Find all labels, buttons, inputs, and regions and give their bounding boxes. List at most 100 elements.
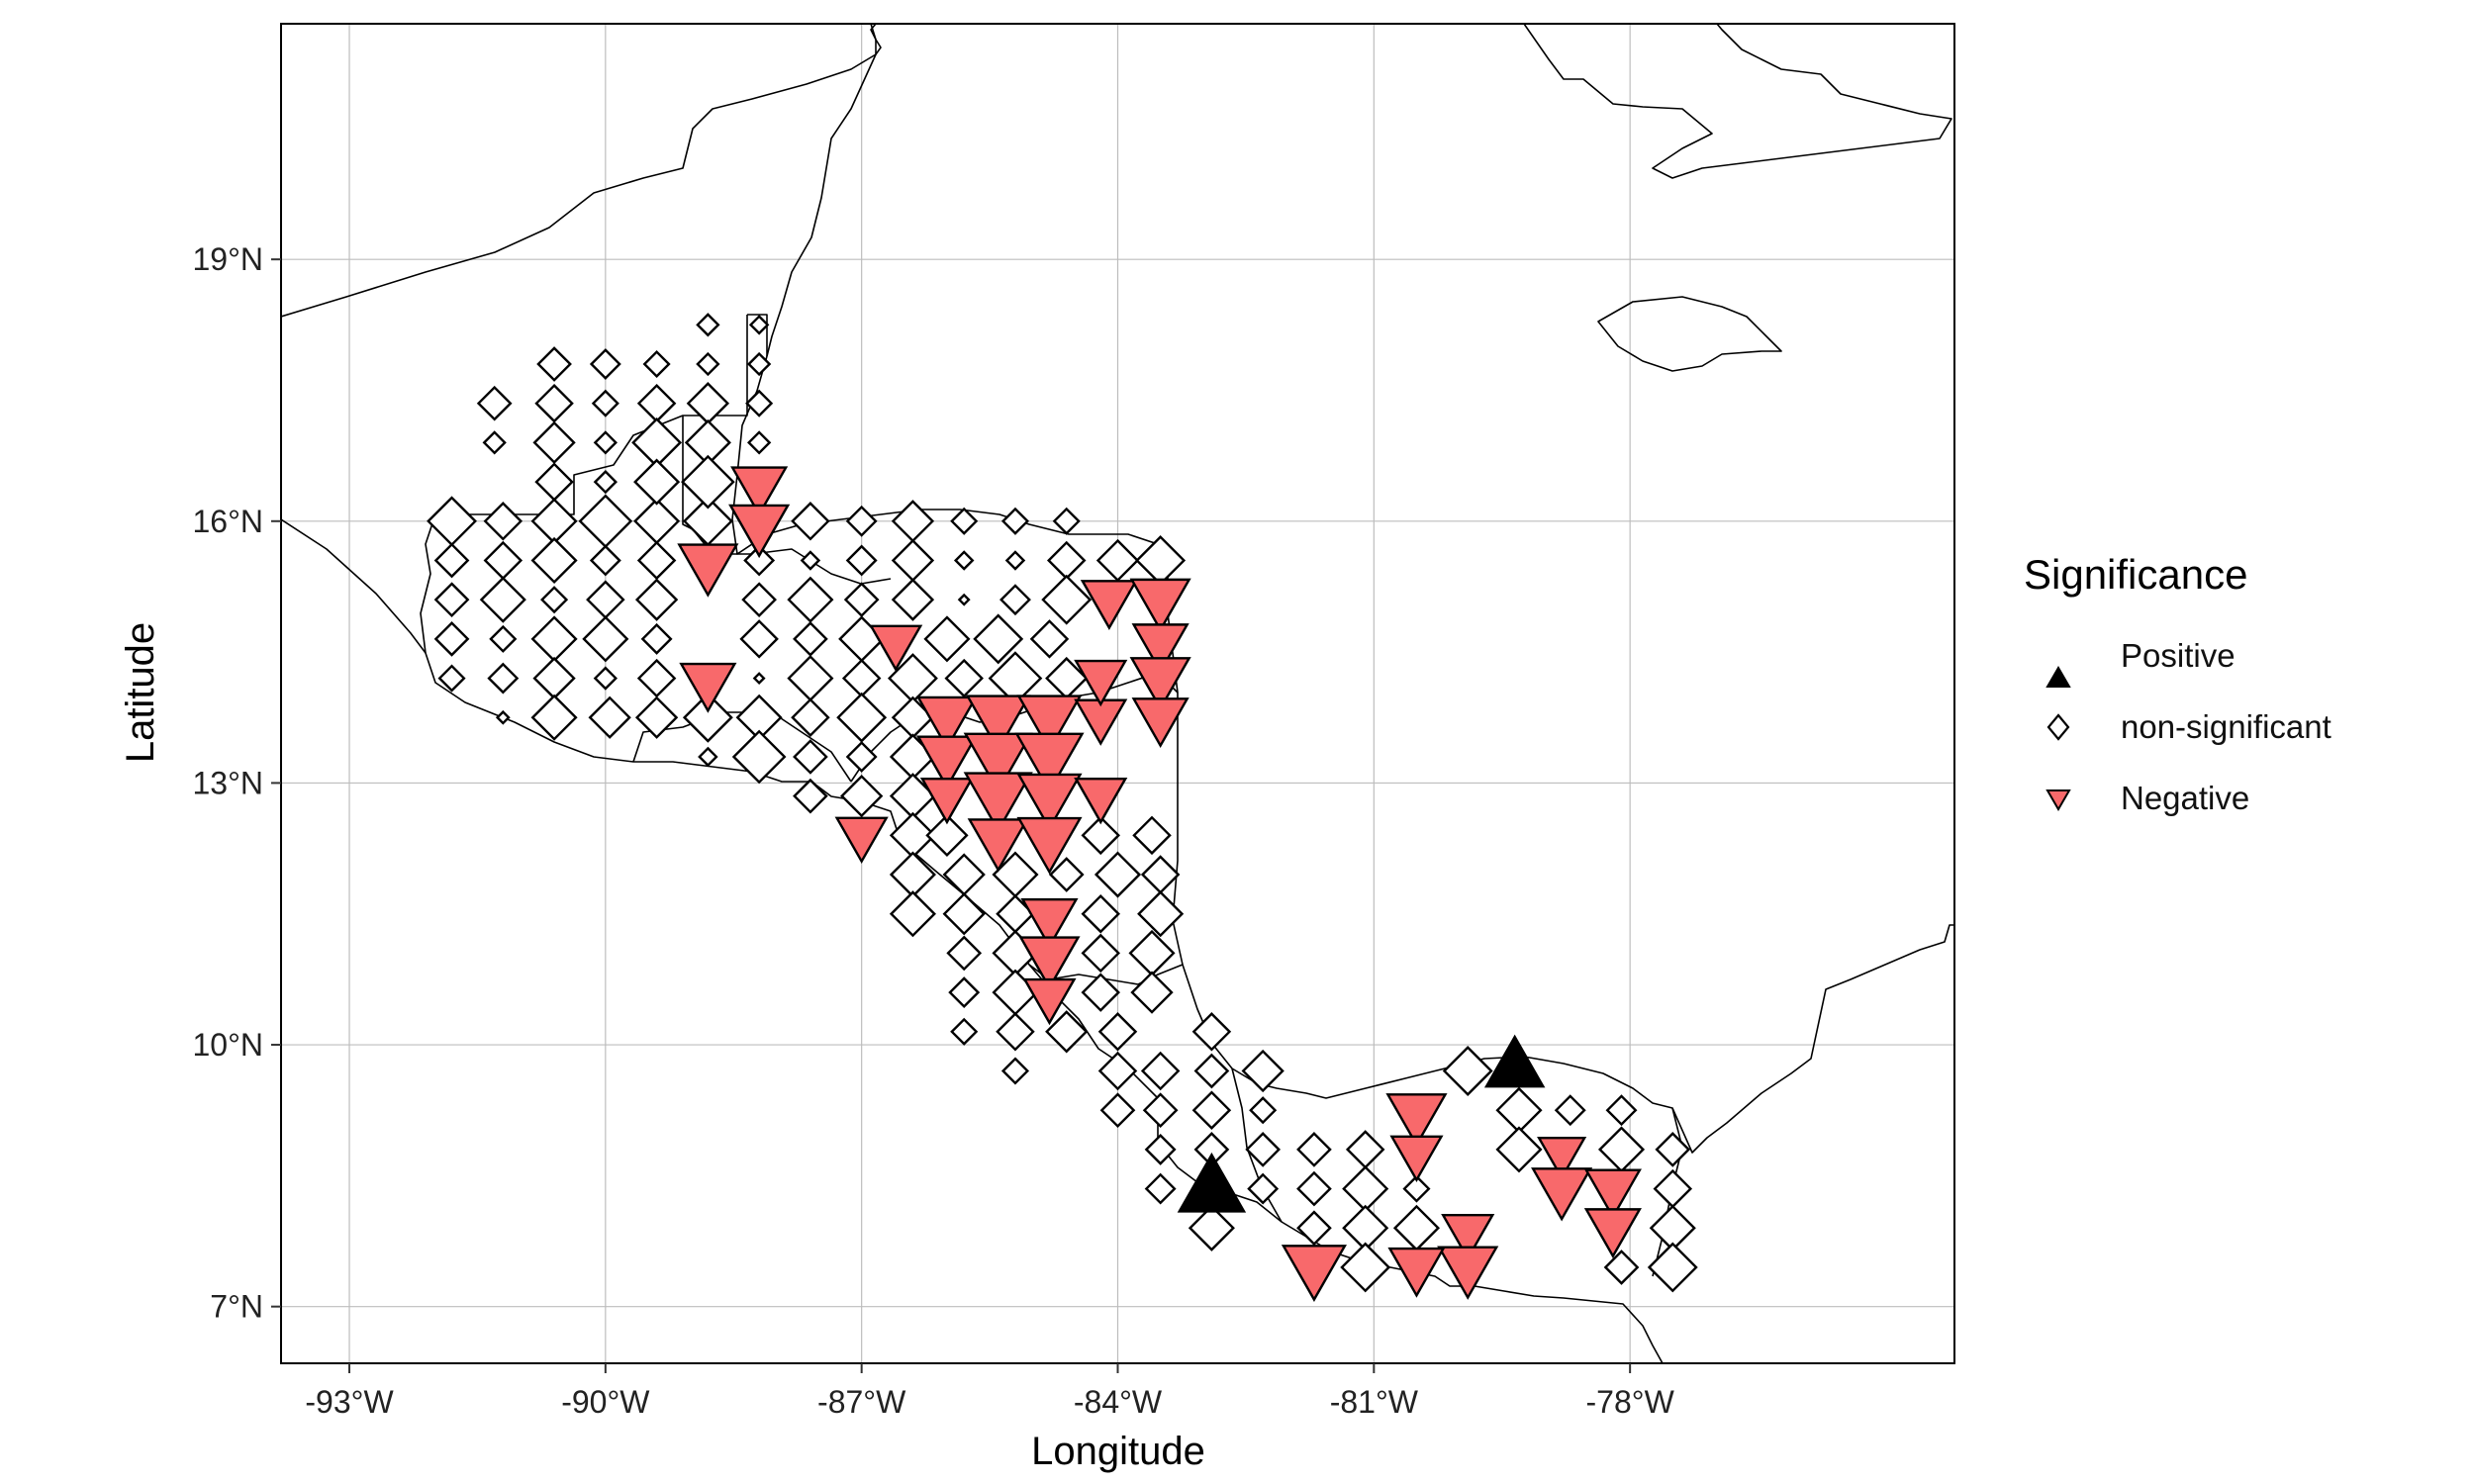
negative-point [1080, 580, 1138, 630]
negative-point [1131, 697, 1189, 749]
nonsig-point [1249, 1096, 1278, 1125]
nonsig-point [1193, 1053, 1230, 1089]
y-tick-label: 7°N [210, 1289, 263, 1325]
negative-point [919, 777, 975, 825]
nonsig-point [530, 694, 578, 741]
nonsig-point [593, 430, 618, 455]
nonsig-point [752, 672, 766, 686]
nonsig-point [1004, 550, 1026, 571]
negative-point [1022, 977, 1077, 1026]
negative-point [1016, 773, 1083, 831]
nonsig-point [483, 502, 523, 541]
nonsig-point [1296, 1132, 1332, 1167]
negative-point [1018, 936, 1081, 990]
nonsig-point [731, 729, 787, 785]
nonsig-point [589, 348, 621, 380]
nonsig-point [696, 351, 720, 377]
nonsig-point [741, 582, 777, 618]
nonsig-point [791, 697, 830, 738]
nonsig-point [946, 935, 983, 972]
nonsig-point [1137, 890, 1185, 938]
coastline-jamaica [1597, 296, 1782, 372]
nonsig-point [746, 351, 772, 377]
coastline-caribbean [731, 24, 1954, 1154]
nonsig-point [1132, 815, 1172, 856]
negative-point [1385, 1093, 1448, 1148]
nonsig-point [793, 778, 828, 814]
nonsig-point [793, 739, 828, 775]
nonsig-point [745, 389, 774, 417]
negative-point [1129, 578, 1191, 633]
nonsig-point [1144, 1133, 1177, 1165]
legend-positive-label: Positive [2121, 637, 2236, 674]
nonsig-point [682, 692, 733, 743]
negative-point [1016, 816, 1083, 875]
nonsig-point [1402, 1174, 1431, 1203]
negative-point [679, 662, 737, 713]
negative-point [915, 735, 979, 789]
nonsig-point [1000, 1057, 1030, 1085]
negative-point [677, 543, 739, 598]
nonsig-point [746, 430, 772, 455]
nonsig-point [1603, 1250, 1640, 1285]
nonsig-point [1191, 1012, 1232, 1052]
nonsig-point [536, 346, 572, 382]
x-tick-label: -84°W [1074, 1384, 1163, 1420]
negative-point [834, 816, 889, 865]
nonsig-point [891, 578, 935, 621]
y-tick-label: 16°N [193, 504, 264, 539]
nonsig-point [1245, 1132, 1282, 1167]
nonsig-point [593, 469, 618, 495]
negative-point [1387, 1247, 1446, 1298]
coastline-cuba [1523, 24, 1952, 179]
nonsig-point [633, 458, 681, 506]
nonsig-point [1296, 1210, 1332, 1247]
nonsig-point [999, 584, 1031, 616]
nonsig-point [950, 1017, 979, 1046]
nonsig-point [845, 741, 878, 773]
nonsig-point [588, 696, 631, 739]
legend-positive-icon [2046, 666, 2071, 688]
nonsig-point [925, 813, 969, 857]
nonsig-point [640, 622, 673, 655]
nonsig-point [942, 892, 986, 936]
nonsig-point [1048, 857, 1085, 892]
negative-point [915, 696, 979, 751]
nonsig-point [487, 662, 520, 695]
nonsig-point [923, 615, 971, 663]
y-axis: 7°N 10°N 13°N 16°N 19°N [193, 241, 281, 1325]
nonsig-point [479, 576, 526, 623]
data-points [427, 313, 1698, 1302]
legend-negative-label: Negative [2121, 780, 2249, 816]
nonsig-point [1605, 1094, 1638, 1127]
nonsig-point [540, 586, 569, 614]
nonsig-point [1188, 1204, 1235, 1252]
y-axis-title: Latitude [119, 622, 162, 763]
nonsig-point [1647, 1242, 1698, 1293]
nonsig-point [944, 658, 984, 698]
nonsig-point [1029, 619, 1070, 659]
negative-point [730, 466, 789, 517]
nonsig-point [1442, 1046, 1493, 1096]
negative-point [965, 695, 1031, 753]
nonsig-point [1081, 893, 1120, 934]
nonsig-point [743, 544, 776, 577]
nonsig-point [957, 593, 971, 606]
nonsig-point [476, 385, 513, 421]
negative-point [1129, 657, 1191, 711]
nonsig-point [948, 976, 981, 1009]
y-tick-label: 13°N [193, 765, 264, 800]
nonsig-point [489, 624, 518, 653]
x-tick-label: -81°W [1330, 1384, 1419, 1420]
nonsig-point [482, 430, 507, 455]
legend-nonsig-icon [2046, 713, 2070, 741]
nonsig-point [1097, 1051, 1138, 1091]
negative-point [869, 624, 923, 672]
nonsig-point [973, 613, 1024, 665]
nonsig-point [437, 664, 466, 693]
negative-point [963, 732, 1033, 794]
nonsig-point [1655, 1132, 1691, 1167]
nonsig-point [1140, 1051, 1181, 1091]
nonsig-point [1144, 1172, 1177, 1205]
nonsig-point [495, 709, 511, 725]
